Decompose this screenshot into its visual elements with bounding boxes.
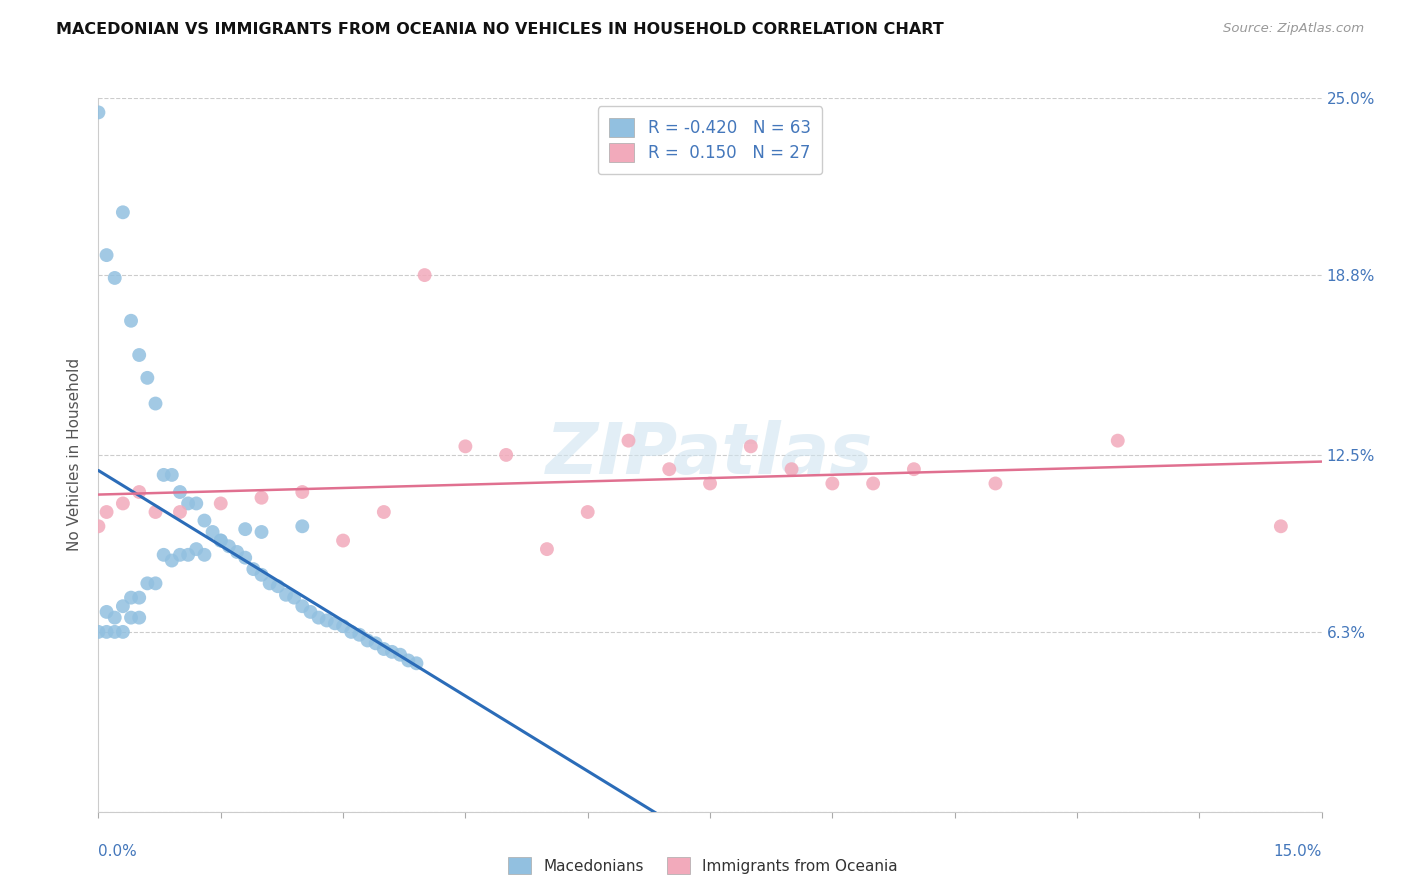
Point: [87, 105, 110, 120]
Point: [209, 496, 232, 510]
Point: [332, 619, 354, 633]
Point: [233, 522, 256, 536]
Point: [862, 476, 884, 491]
Point: [111, 624, 134, 639]
Point: [177, 496, 200, 510]
Point: [396, 653, 419, 667]
Point: [340, 624, 363, 639]
Point: [96, 605, 118, 619]
Point: [136, 371, 159, 385]
Point: [177, 548, 200, 562]
Point: [1107, 434, 1129, 448]
Point: [128, 591, 150, 605]
Point: [104, 271, 127, 285]
Point: [104, 624, 127, 639]
Point: [984, 476, 1007, 491]
Point: [111, 496, 134, 510]
Text: 15.0%: 15.0%: [1274, 844, 1322, 859]
Point: [104, 610, 127, 624]
Point: [169, 548, 191, 562]
Point: [259, 576, 281, 591]
Point: [160, 467, 183, 482]
Y-axis label: No Vehicles in Household: No Vehicles in Household: [67, 359, 83, 551]
Point: [209, 533, 232, 548]
Point: [250, 524, 273, 539]
Point: [96, 624, 118, 639]
Point: [186, 496, 208, 510]
Point: [226, 545, 249, 559]
Point: [120, 610, 142, 624]
Point: [740, 439, 762, 453]
Point: [364, 636, 387, 650]
Point: [389, 648, 412, 662]
Point: [373, 642, 395, 657]
Point: [308, 610, 330, 624]
Point: [283, 591, 305, 605]
Point: [128, 610, 150, 624]
Point: [299, 605, 322, 619]
Point: [267, 579, 290, 593]
Point: [209, 533, 232, 548]
Point: [233, 550, 256, 565]
Point: [193, 514, 215, 528]
Text: ZIPatlas: ZIPatlas: [547, 420, 873, 490]
Text: MACEDONIAN VS IMMIGRANTS FROM OCEANIA NO VEHICLES IN HOUSEHOLD CORRELATION CHART: MACEDONIAN VS IMMIGRANTS FROM OCEANIA NO…: [56, 22, 943, 37]
Point: [780, 462, 803, 476]
Point: [87, 519, 110, 533]
Text: 0.0%: 0.0%: [98, 844, 138, 859]
Point: [152, 548, 174, 562]
Point: [186, 542, 208, 557]
Text: Source: ZipAtlas.com: Source: ZipAtlas.com: [1223, 22, 1364, 36]
Point: [356, 633, 378, 648]
Point: [193, 548, 215, 562]
Point: [536, 542, 558, 557]
Point: [291, 485, 314, 500]
Point: [291, 519, 314, 533]
Point: [145, 576, 167, 591]
Point: [699, 476, 721, 491]
Point: [145, 396, 167, 410]
Legend: R = -0.420   N = 63, R =  0.150   N = 27: R = -0.420 N = 63, R = 0.150 N = 27: [598, 106, 823, 174]
Point: [250, 567, 273, 582]
Point: [617, 434, 640, 448]
Point: [96, 505, 118, 519]
Point: [250, 491, 273, 505]
Point: [1270, 519, 1292, 533]
Point: [323, 616, 346, 631]
Point: [821, 476, 844, 491]
Point: [145, 505, 167, 519]
Legend: Macedonians, Immigrants from Oceania: Macedonians, Immigrants from Oceania: [502, 851, 904, 880]
Point: [413, 268, 436, 282]
Point: [315, 614, 337, 628]
Point: [160, 553, 183, 567]
Point: [152, 467, 174, 482]
Point: [96, 248, 118, 262]
Point: [120, 591, 142, 605]
Point: [111, 599, 134, 614]
Point: [169, 485, 191, 500]
Point: [903, 462, 925, 476]
Point: [242, 562, 264, 576]
Point: [120, 314, 142, 328]
Point: [373, 505, 395, 519]
Point: [576, 505, 599, 519]
Point: [136, 576, 159, 591]
Point: [495, 448, 517, 462]
Point: [454, 439, 477, 453]
Point: [332, 533, 354, 548]
Point: [218, 539, 240, 553]
Point: [111, 205, 134, 219]
Point: [169, 505, 191, 519]
Point: [405, 657, 427, 671]
Point: [349, 628, 371, 642]
Point: [87, 624, 110, 639]
Point: [128, 348, 150, 362]
Point: [291, 599, 314, 614]
Point: [658, 462, 681, 476]
Point: [381, 645, 404, 659]
Point: [274, 588, 297, 602]
Point: [201, 524, 224, 539]
Point: [128, 485, 150, 500]
